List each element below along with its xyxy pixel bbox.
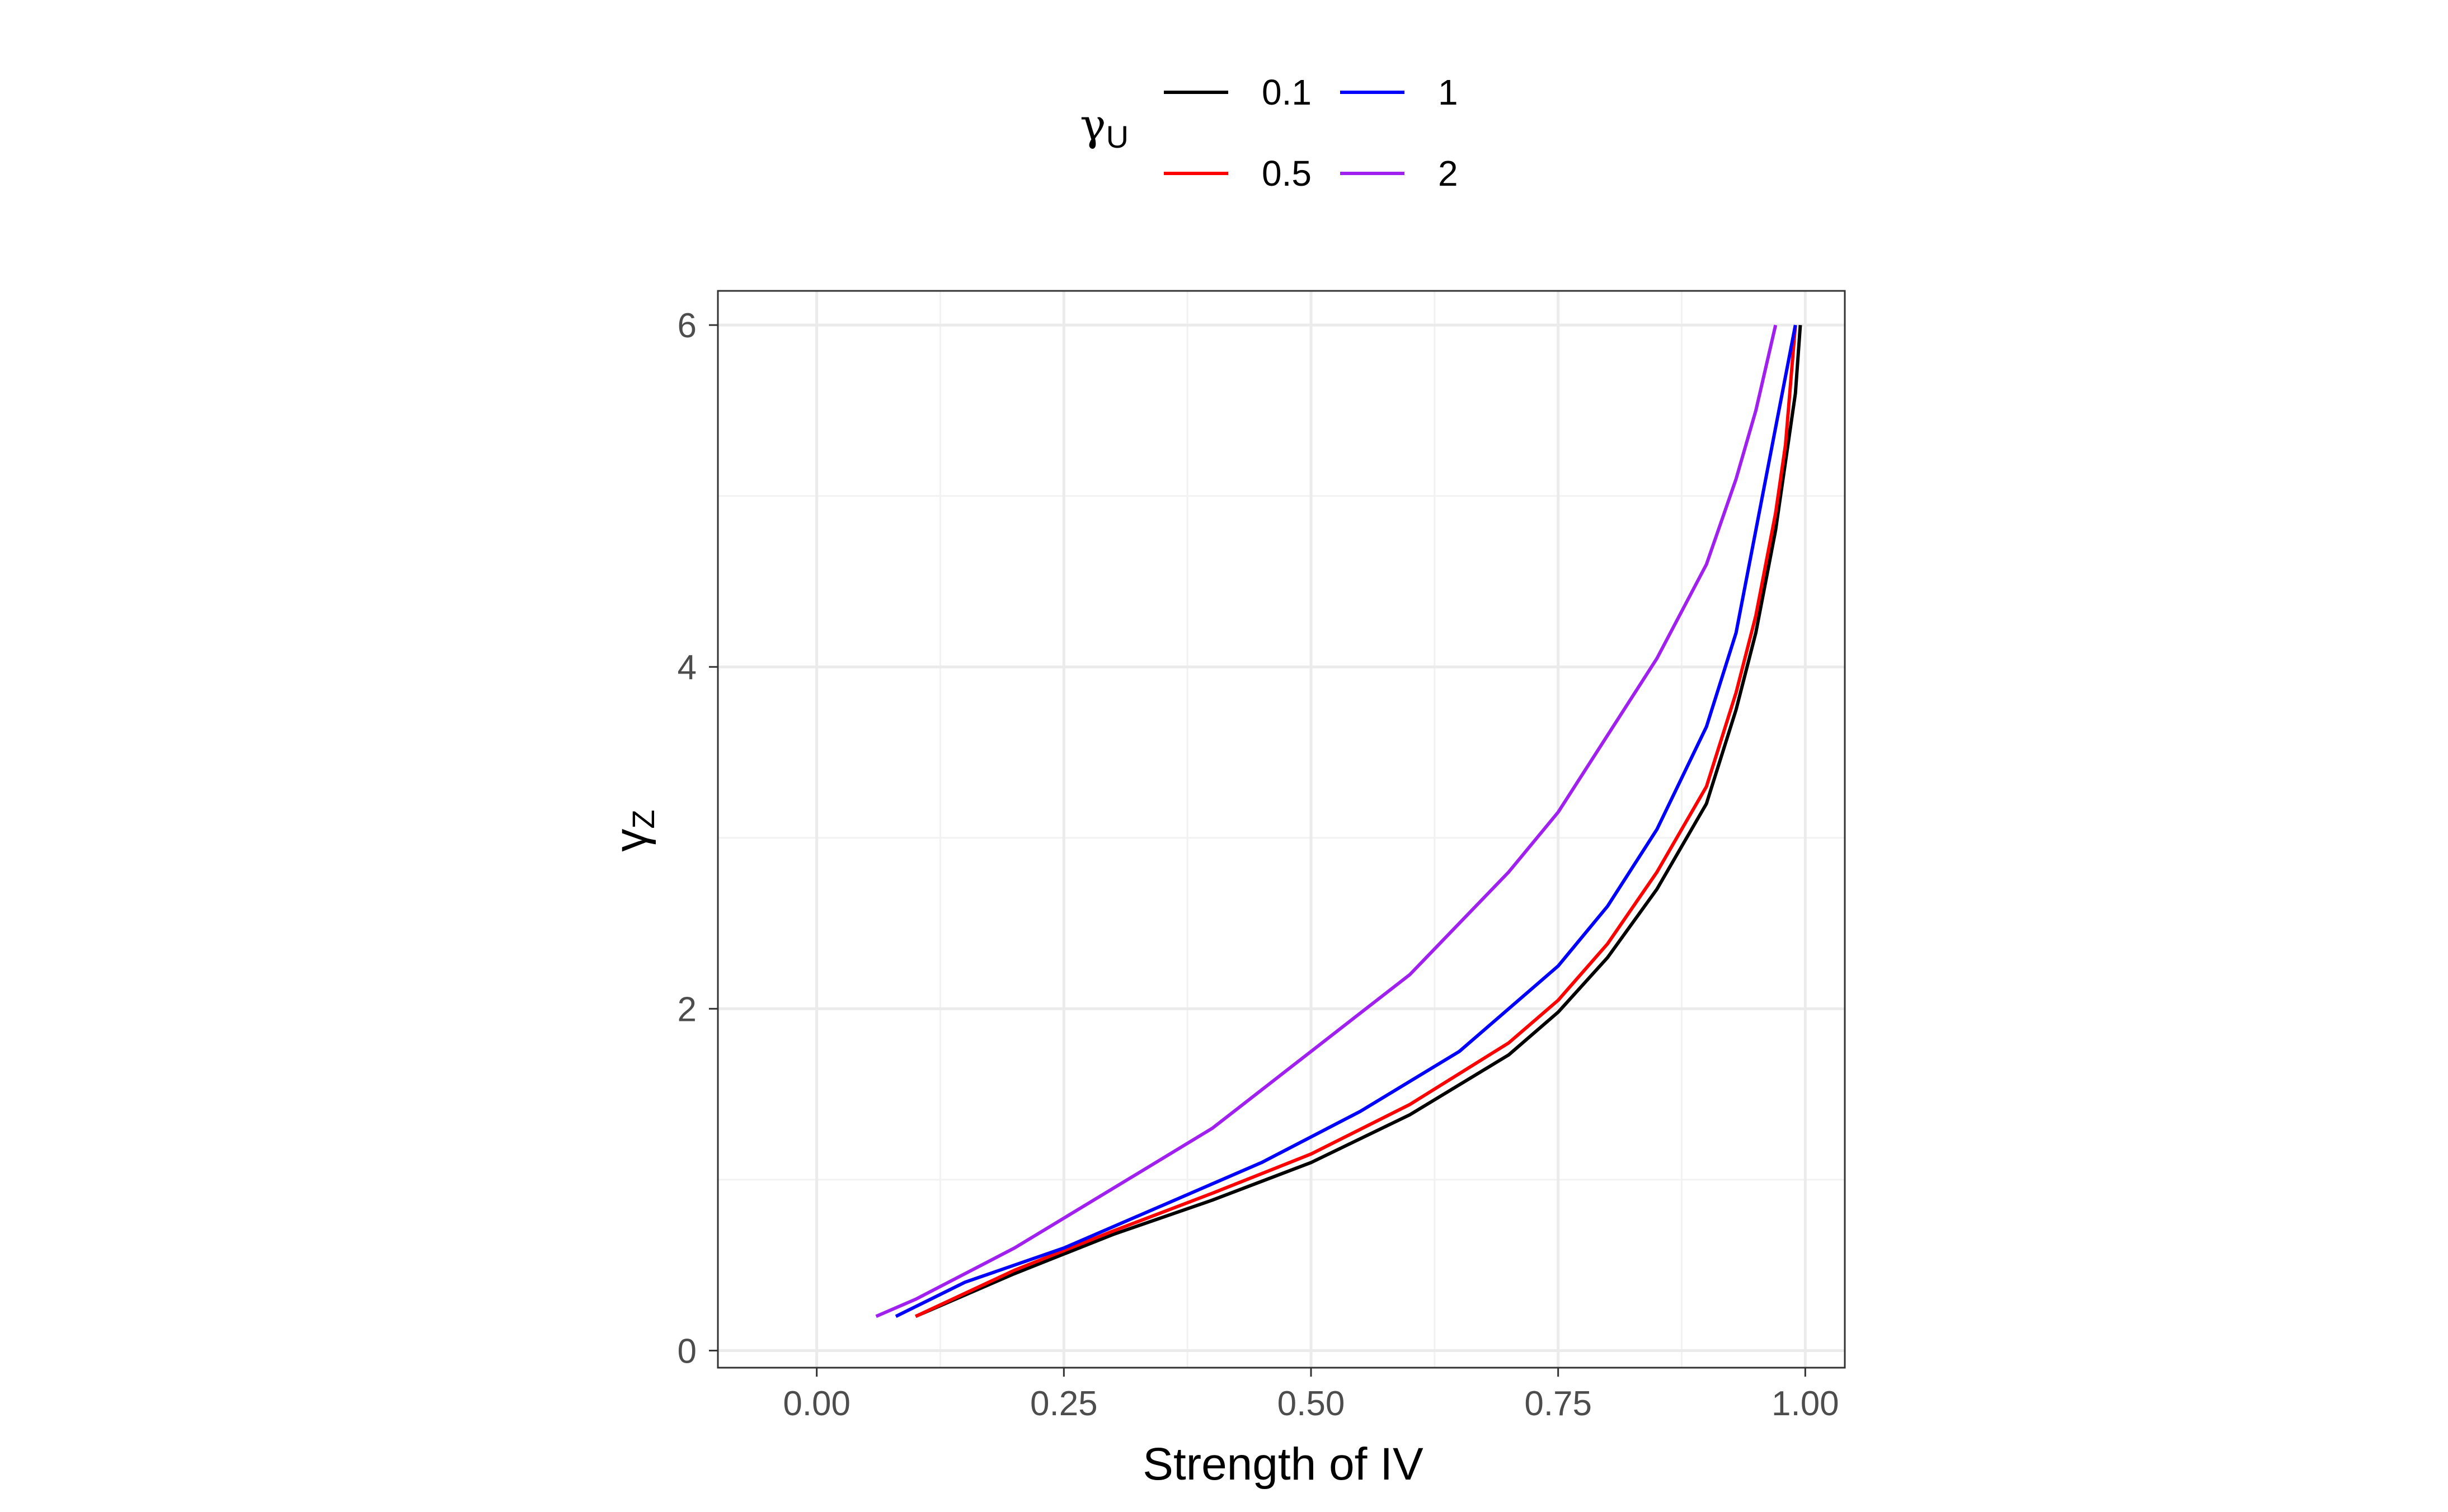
legend-label-1: 1 (1438, 72, 1458, 112)
series-line-0-1 (915, 324, 1802, 1318)
y-tick-label: 4 (678, 648, 697, 687)
plot-panel (717, 290, 1846, 1369)
legend-label-0-5: 0.5 (1262, 153, 1312, 194)
x-axis-title: Strength of IV (1143, 1439, 1423, 1490)
x-tick-label: 1.00 (1772, 1384, 1839, 1423)
legend-title-symbol: γ (1080, 100, 1106, 150)
y-axis-title: γZ (605, 809, 661, 851)
legend-label-0-1: 0.1 (1262, 72, 1312, 112)
series-line-1 (895, 324, 1797, 1318)
y-axis-title-symbol: γ (605, 829, 656, 852)
x-tick-label: 0.00 (783, 1384, 851, 1423)
grid-lines (718, 291, 1845, 1368)
y-axis: 0 2 4 6 (678, 307, 718, 1370)
y-axis-title-subscript: Z (626, 809, 661, 828)
x-tick-label: 0.25 (1030, 1384, 1098, 1423)
y-tick-label: 2 (678, 990, 697, 1029)
legend-items: 0.1 0.5 1 2 (1164, 72, 1458, 194)
legend-label-2: 2 (1438, 153, 1458, 194)
y-tick-label: 0 (678, 1332, 697, 1370)
legend: γU 0.1 0.5 1 2 (1080, 72, 1458, 194)
y-tick-label: 6 (678, 307, 697, 345)
x-axis: 0.00 0.25 0.50 0.75 1.00 (783, 1368, 1839, 1423)
x-tick-label: 0.75 (1524, 1384, 1592, 1423)
legend-title-subscript: U (1106, 119, 1129, 154)
series-line-0-5 (915, 324, 1797, 1318)
panel-border (717, 290, 1846, 1369)
x-tick-label: 0.50 (1277, 1384, 1345, 1423)
panel-background (718, 291, 1845, 1368)
series-lines (875, 324, 1802, 1318)
series-line-2 (875, 324, 1778, 1318)
legend-title: γU (1080, 100, 1129, 154)
